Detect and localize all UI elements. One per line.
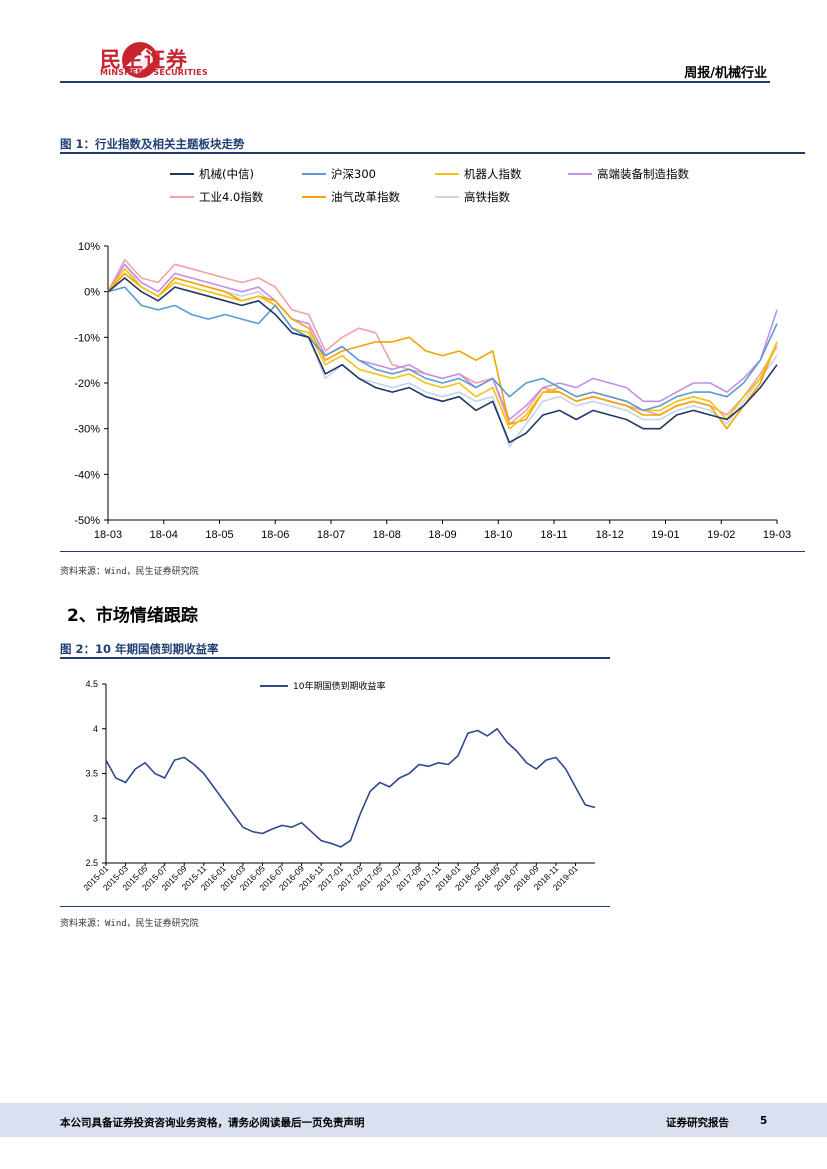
series-line bbox=[105, 727, 596, 848]
figure2-chart: 4.543.532.52015-012015-032015-052015-072… bbox=[81, 679, 596, 892]
figure1-top-rule bbox=[60, 152, 805, 154]
figure1-legend: 机械(中信) 沪深300 机器人指数 高端装备制造指数 工业4.0指数 油气改革… bbox=[170, 166, 790, 216]
footer-disclaimer: 本公司具备证券投资咨询业务资格，请务必阅读最后一页免责声明 bbox=[60, 1117, 365, 1129]
x-tick-label: 18-05 bbox=[205, 529, 233, 541]
report-type: 周报/机械行业 bbox=[684, 66, 767, 81]
x-tick-label: 18-11 bbox=[540, 529, 567, 541]
legend-swatch bbox=[435, 173, 459, 175]
legend-swatch bbox=[302, 173, 326, 175]
figure2-legend: 10年期国债到期收益率 bbox=[260, 679, 385, 692]
x-tick-label: 18-04 bbox=[150, 529, 178, 541]
legend-label: 高铁指数 bbox=[464, 190, 510, 204]
x-tick-label: 18-10 bbox=[484, 529, 512, 541]
y-tick-label: -50% bbox=[74, 515, 100, 527]
series-line bbox=[107, 267, 778, 430]
y-tick-label: -10% bbox=[74, 332, 100, 344]
legend-item: 高端装备制造指数 bbox=[568, 166, 689, 182]
section-title: 2、市场情绪跟踪 bbox=[67, 606, 198, 626]
series-line bbox=[107, 277, 778, 444]
legend-item: 油气改革指数 bbox=[302, 189, 400, 205]
x-tick-label: 19-03 bbox=[763, 529, 791, 541]
y-tick-label: -30% bbox=[74, 424, 100, 436]
series-line bbox=[107, 286, 778, 412]
y-tick-label: 2.5 bbox=[85, 858, 98, 868]
legend-label: 机器人指数 bbox=[464, 167, 522, 181]
legend-item: 高铁指数 bbox=[435, 189, 510, 205]
figure1-source: 资料来源：Wind，民生证券研究院 bbox=[60, 567, 199, 577]
figure2-title: 图 2：10 年期国债到期收益率 bbox=[60, 642, 219, 656]
legend-label: 油气改革指数 bbox=[331, 190, 400, 204]
footer-report-label: 证券研究报告 bbox=[666, 1117, 729, 1129]
legend-label: 高端装备制造指数 bbox=[597, 167, 689, 181]
x-tick-label: 18-09 bbox=[428, 529, 456, 541]
legend-swatch bbox=[302, 196, 326, 198]
y-tick-label: 4.5 bbox=[85, 679, 98, 689]
y-tick-label: 10% bbox=[78, 241, 100, 253]
figure1-title: 图 1：行业指数及相关主题板块走势 bbox=[60, 137, 245, 151]
x-tick-label: 19-01 bbox=[651, 529, 679, 541]
legend-label: 沪深300 bbox=[331, 167, 376, 181]
x-tick-label: 18-06 bbox=[261, 529, 289, 541]
series-line bbox=[107, 272, 778, 430]
figure2-top-rule bbox=[60, 657, 610, 659]
footer-bar bbox=[0, 1103, 827, 1137]
legend-item: 沪深300 bbox=[302, 166, 376, 182]
series-line bbox=[107, 258, 778, 425]
legend-label: 10年期国债到期收益率 bbox=[293, 682, 386, 692]
y-tick-label: 3 bbox=[93, 813, 98, 823]
legend-swatch bbox=[170, 173, 194, 175]
figure2-bottom-rule bbox=[60, 906, 610, 907]
minsheng-logo-icon bbox=[122, 42, 158, 78]
y-tick-label: 3.5 bbox=[85, 769, 98, 779]
figure1-bottom-rule bbox=[60, 551, 805, 552]
figure1-chart: 10% 0% -10% -20% -30% -40% -50% 18-03 18-04 18-05… bbox=[74, 241, 791, 541]
legend-item: 机械(中信) bbox=[170, 166, 254, 182]
legend-item: 工业4.0指数 bbox=[170, 189, 263, 205]
x-tick-label: 18-12 bbox=[596, 529, 624, 541]
x-tick-label: 18-08 bbox=[373, 529, 401, 541]
x-tick-label: 18-03 bbox=[94, 529, 122, 541]
legend-item: 机器人指数 bbox=[435, 166, 522, 182]
legend-label: 机械(中信) bbox=[199, 167, 254, 181]
y-tick-label: -40% bbox=[74, 469, 100, 481]
page-number: 5 bbox=[760, 1115, 768, 1127]
legend-swatch bbox=[170, 196, 194, 198]
header-divider bbox=[60, 81, 770, 83]
figure2-source: 资料来源：Wind，民生证券研究院 bbox=[60, 919, 199, 929]
y-tick-label: 0% bbox=[84, 287, 100, 299]
y-tick-label: -20% bbox=[74, 378, 100, 390]
legend-swatch bbox=[260, 684, 288, 687]
legend-label: 工业4.0指数 bbox=[199, 190, 264, 204]
x-tick-label: 18-07 bbox=[317, 529, 345, 541]
legend-swatch bbox=[568, 173, 592, 175]
series-line bbox=[107, 263, 778, 421]
x-tick-label: 19-02 bbox=[707, 529, 735, 541]
logo-text-en: MINSHENG SECURITIES bbox=[100, 68, 208, 77]
logo-text-cn: 民生证券 bbox=[100, 48, 188, 72]
legend-swatch bbox=[435, 196, 459, 198]
y-tick-label: 4 bbox=[93, 724, 98, 734]
